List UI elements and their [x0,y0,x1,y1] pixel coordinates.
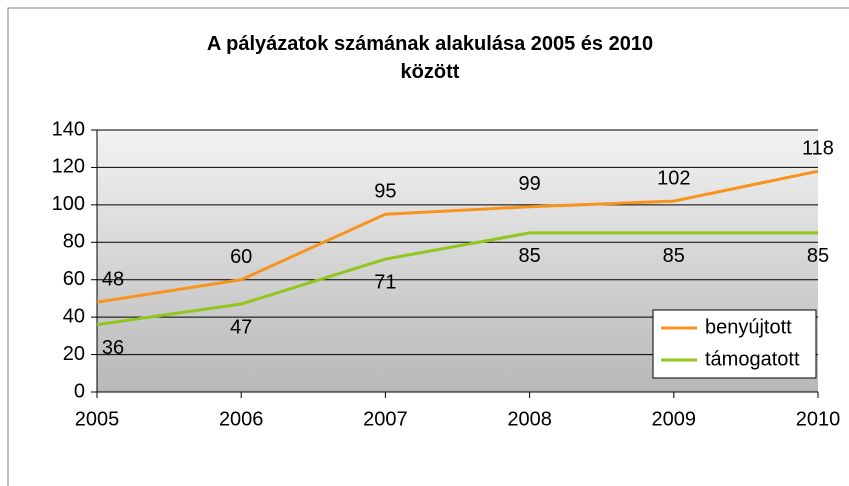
x-tick-label: 2010 [796,408,841,430]
y-tick-label: 80 [63,231,85,253]
data-label: 95 [374,180,396,202]
chart-title: A pályázatok számának alakulása 2005 és … [206,33,654,83]
legend-box [652,309,817,379]
legend-label: benyújtott [705,316,792,338]
y-tick-label: 60 [63,268,85,290]
x-tick-label: 2005 [75,408,120,430]
data-label: 60 [230,246,252,268]
data-label: 47 [230,316,252,338]
x-tick-label: 2007 [363,408,408,430]
series-line [96,169,819,304]
series-line [96,231,818,327]
data-label: 118 [802,137,834,159]
data-label: 85 [518,245,540,267]
data-label: 48 [102,268,124,290]
data-label: 99 [518,173,540,195]
x-tick-label: 2009 [652,408,697,430]
y-tick-label: 20 [63,343,85,365]
data-label: 85 [807,245,829,267]
chart-border [7,7,849,486]
data-label: 36 [102,337,124,359]
legend-label: támogatott [705,348,800,370]
x-tick-label: 2008 [507,408,552,430]
data-label: 85 [663,245,685,267]
data-label: 102 [657,167,690,189]
y-tick-label: 120 [52,156,85,178]
y-tick-label: 140 [52,118,85,140]
x-tick-label: 2006 [219,408,264,430]
y-tick-label: 100 [52,193,85,215]
data-label: 71 [374,271,396,293]
y-tick-label: 40 [63,305,85,327]
y-tick-label: 0 [74,380,85,402]
